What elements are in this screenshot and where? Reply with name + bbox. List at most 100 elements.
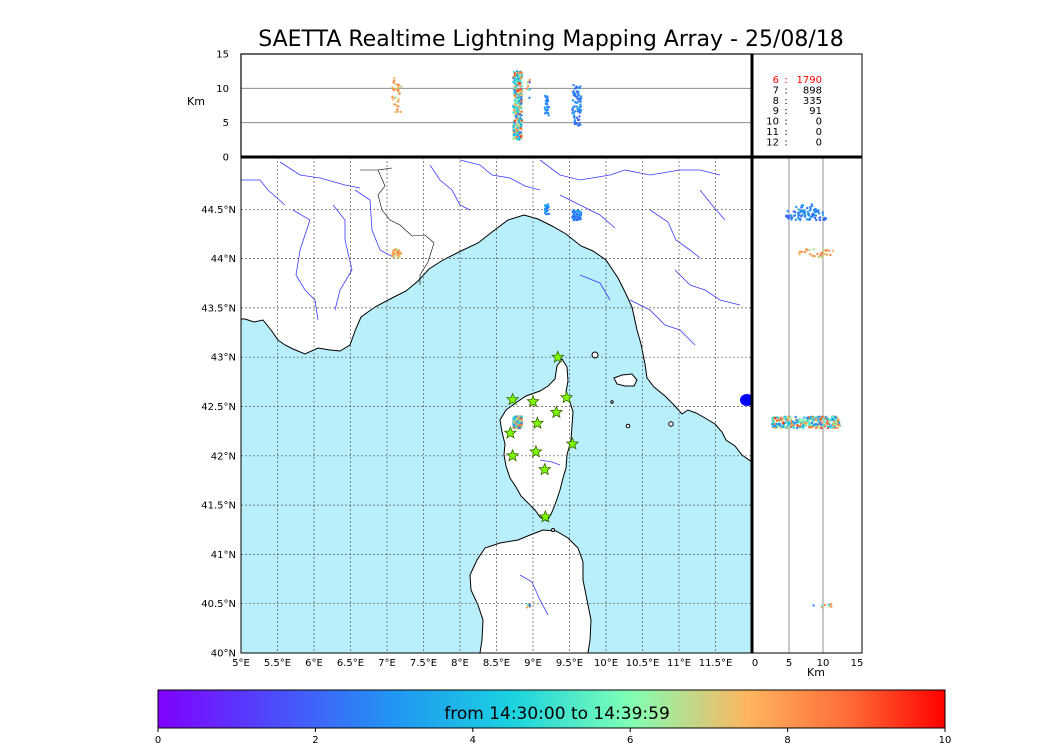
lightning-side-point: [803, 214, 807, 217]
lightning-altitude-point: [513, 89, 516, 92]
lightning-side-point: [805, 419, 808, 422]
lightning-side-point: [781, 419, 784, 423]
lightning-source: [573, 211, 577, 214]
lightning-altitude-point: [518, 82, 522, 85]
lightning-source: [571, 217, 575, 220]
lightning-side-point: [818, 216, 822, 219]
lightning-altitude-point: [576, 118, 580, 122]
lightning-altitude-point: [528, 78, 531, 82]
lightning-side-point: [836, 423, 840, 426]
lightning-side-point: [834, 420, 838, 423]
lightning-altitude-point: [517, 88, 520, 92]
lightning-altitude-point: [547, 106, 551, 109]
lightning-side-point: [794, 218, 798, 221]
lightning-source: [576, 210, 579, 213]
lightning-side-point: [813, 255, 816, 258]
lightning-side-point: [828, 418, 831, 421]
lat-tick-label: 41.5°N: [201, 501, 236, 512]
lightning-altitude-point: [515, 110, 518, 113]
lightning-side-point: [829, 602, 833, 606]
lightning-side-point: [819, 254, 822, 257]
lightning-side-point: [800, 215, 803, 218]
rivers-layer: [241, 159, 741, 616]
station-star-icon: [503, 426, 518, 439]
lat-tick-label: 44°N: [211, 254, 236, 265]
lightning-altitude-point: [546, 111, 550, 115]
lightning-side-point: [772, 422, 775, 425]
lightning-altitude-point: [514, 80, 517, 84]
side-altitude-panel: 0 5 10 15 Km: [751, 156, 863, 679]
lightning-altitude-point: [543, 106, 547, 109]
lightning-side-point: [786, 420, 789, 424]
lightning-altitude-point: [576, 97, 579, 101]
lightning-altitude-point: [574, 121, 578, 125]
lightning-altitude-point: [391, 95, 394, 99]
lightning-side-point: [817, 426, 820, 429]
lightning-altitude-point: [514, 100, 517, 104]
lightning-altitude-point: [546, 103, 549, 106]
lightning-altitude-point: [520, 90, 524, 93]
lightning-side-point: [776, 426, 779, 429]
lightning-altitude-point: [512, 125, 515, 128]
lightning-side-point: [820, 426, 823, 430]
stats-station-count: 12: [766, 137, 779, 148]
lightning-side-point: [775, 422, 779, 426]
lightning-side-point: [829, 253, 832, 257]
lightning-altitude-point: [546, 108, 549, 111]
lon-tick-label: 9.5°E: [556, 658, 583, 669]
lightning-side-point: [796, 419, 799, 422]
lightning-side-point: [825, 249, 828, 252]
lightning-altitude-point: [516, 133, 520, 136]
lightning-altitude-point: [528, 96, 531, 100]
map-panel: 5°E 5.5°E 6°E 6.5°E 7°E 7.5°E 8°E 8.5°E 9°E 9.5°E…: [201, 156, 753, 669]
lightning-side-point: [837, 418, 840, 421]
lightning-altitude-point: [513, 74, 517, 77]
lightning-side-point: [812, 209, 816, 212]
station-star-icon: [559, 390, 574, 404]
lightning-altitude-point: [516, 84, 519, 87]
lightning-altitude-point: [572, 84, 575, 87]
station-star-icon: [538, 509, 553, 523]
lon-tick-label: 6°E: [305, 658, 323, 669]
lightning-altitude-point: [397, 83, 400, 87]
lightning-side-point: [817, 256, 820, 259]
lightning-altitude-point: [579, 108, 583, 112]
lightning-side-point: [830, 605, 833, 608]
lightning-source: [571, 211, 575, 214]
station-star-icon: [526, 394, 540, 408]
lightning-altitude-point: [395, 104, 398, 107]
lightning-altitude-point: [544, 95, 547, 98]
colorbar-tick-label: 8: [784, 735, 790, 746]
lightning-side-point: [815, 209, 818, 213]
lightning-source: [516, 416, 519, 419]
lightning-side-point: [822, 424, 825, 427]
lightning-altitude-point: [577, 124, 580, 127]
lightning-side-point: [821, 211, 824, 214]
lightning-side-point: [807, 214, 811, 217]
lightning-side-point: [791, 423, 794, 426]
lightning-source: [393, 248, 396, 252]
lightning-side-point: [809, 426, 812, 429]
lightning-side-point: [781, 417, 785, 420]
lightning-altitude-point: [579, 85, 582, 88]
lightning-altitude-point: [397, 105, 400, 108]
lightning-altitude-point: [527, 88, 530, 91]
lightning-altitude-point: [393, 103, 396, 106]
lightning-altitude-point: [519, 93, 522, 97]
stats-separator: :: [784, 106, 787, 117]
lightning-side-point: [806, 210, 809, 213]
lightning-side-point: [811, 213, 814, 216]
lightning-altitude-point: [518, 74, 521, 77]
lightning-altitude-point: [513, 127, 516, 130]
lightning-source: [577, 214, 580, 217]
station-star-icon: [551, 350, 565, 363]
lon-tick-label: 5.5°E: [264, 658, 291, 669]
side-axis-label: Km: [807, 666, 825, 679]
lightning-altitude-point: [512, 137, 516, 141]
lightning-altitude-point: [514, 82, 517, 86]
alt-tick-label: 5: [223, 118, 229, 129]
lightning-side-point: [795, 205, 798, 209]
lightning-source: [547, 212, 551, 216]
